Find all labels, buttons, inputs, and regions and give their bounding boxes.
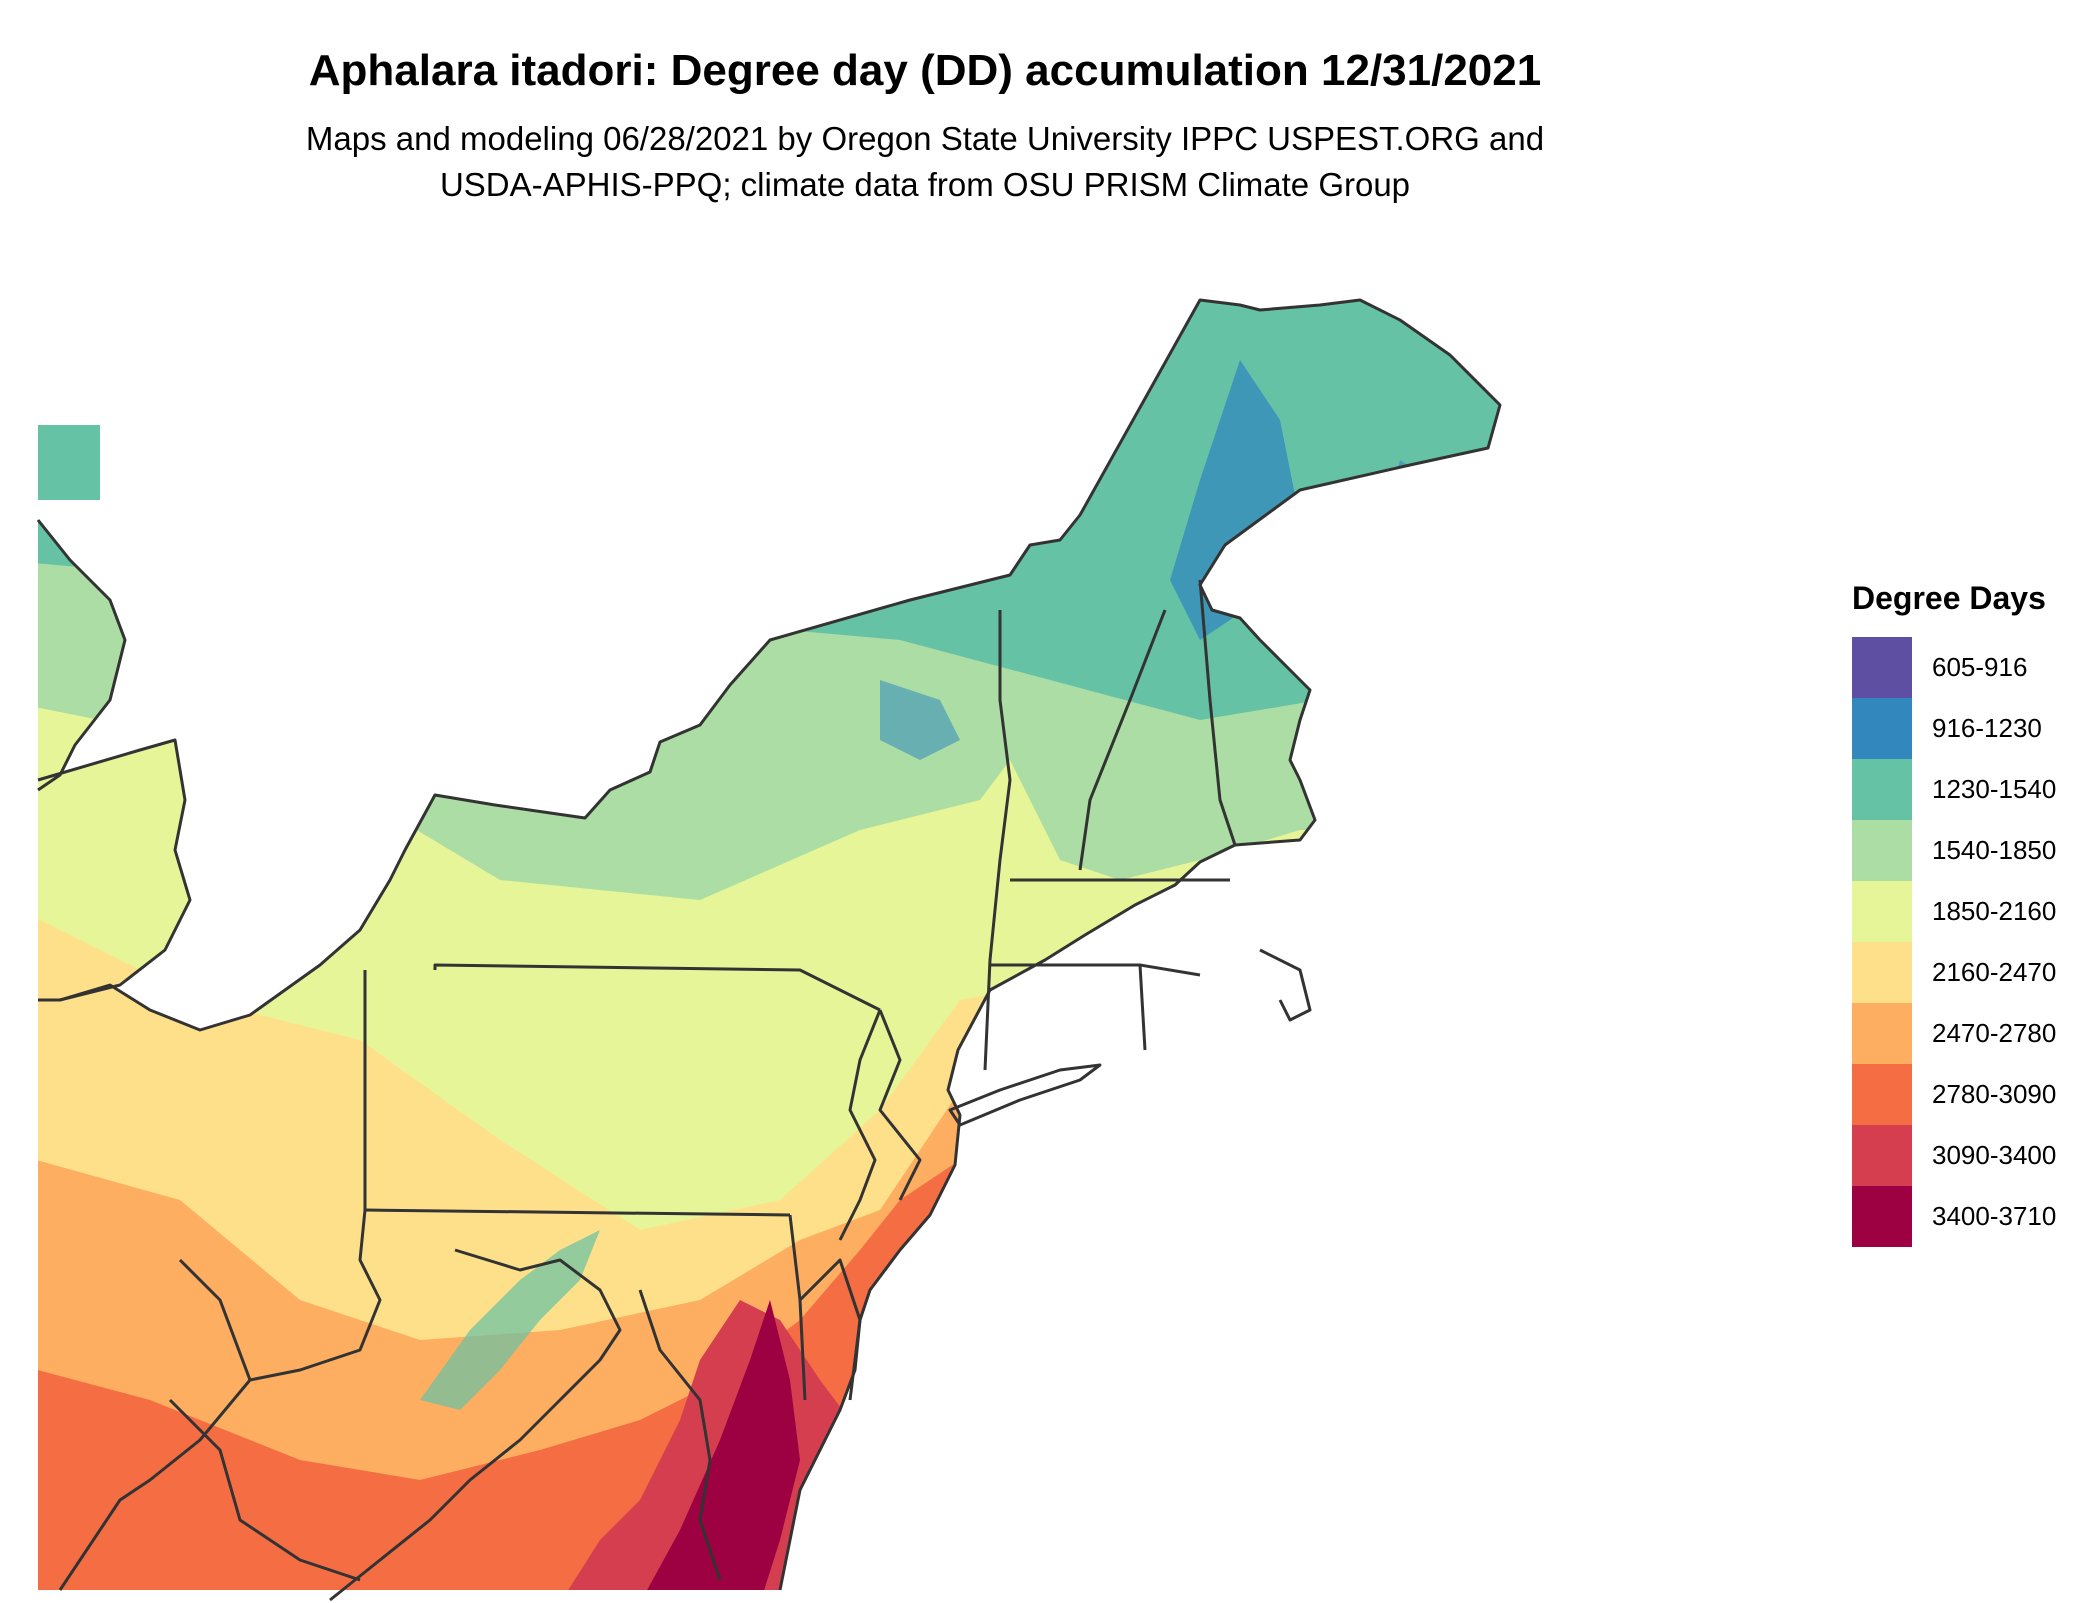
legend-label: 3090-3400	[1932, 1140, 2057, 1170]
legend-swatch	[1852, 1064, 1912, 1125]
legend-swatch	[1852, 1186, 1912, 1247]
map-title: Aphalara itadori: Degree day (DD) accumu…	[308, 46, 1542, 95]
legend-swatch	[1852, 637, 1912, 698]
legend-swatch	[1852, 881, 1912, 942]
legend-item: 1540-1850	[1852, 820, 2056, 881]
legend-swatch	[1852, 1125, 1912, 1186]
legend: Degree Days 605-916 916-1230 1230-1540 1…	[1852, 580, 2056, 1247]
legend-swatch	[1852, 1003, 1912, 1064]
legend-label: 3400-3710	[1932, 1201, 2057, 1231]
legend-label: 2470-2780	[1932, 1018, 2057, 1048]
legend-label: 1540-1850	[1932, 835, 2057, 865]
legend-item: 1230-1540	[1852, 759, 2056, 820]
legend-item: 3090-3400	[1852, 1125, 2056, 1186]
legend-item: 1850-2160	[1852, 881, 2056, 942]
legend-swatch	[1852, 759, 1912, 820]
legend-label: 1850-2160	[1932, 896, 2057, 926]
legend-label: 2780-3090	[1932, 1079, 2057, 1109]
legend-label: 2160-2470	[1932, 957, 2057, 987]
legend-label: 916-1230	[1932, 713, 2042, 743]
legend-label: 1230-1540	[1932, 774, 2057, 804]
legend-title: Degree Days	[1852, 580, 2046, 616]
map-subtitle-line-1: Maps and modeling 06/28/2021 by Oregon S…	[305, 120, 1545, 157]
legend-item: 2160-2470	[1852, 942, 2056, 1003]
legend-item: 605-916	[1852, 637, 2056, 698]
legend-label: 605-916	[1932, 652, 2028, 682]
legend-item: 2470-2780	[1852, 1003, 2056, 1064]
map-subtitle-line-2: USDA-APHIS-PPQ; climate data from OSU PR…	[439, 166, 1411, 203]
legend-item: 916-1230	[1852, 698, 2056, 759]
legend-item: 2780-3090	[1852, 1064, 2056, 1125]
legend-item: 3400-3710	[1852, 1186, 2056, 1247]
legend-swatch	[1852, 698, 1912, 759]
legend-swatch	[1852, 942, 1912, 1003]
legend-swatch	[1852, 820, 1912, 881]
state-borders	[36, 298, 1502, 1602]
